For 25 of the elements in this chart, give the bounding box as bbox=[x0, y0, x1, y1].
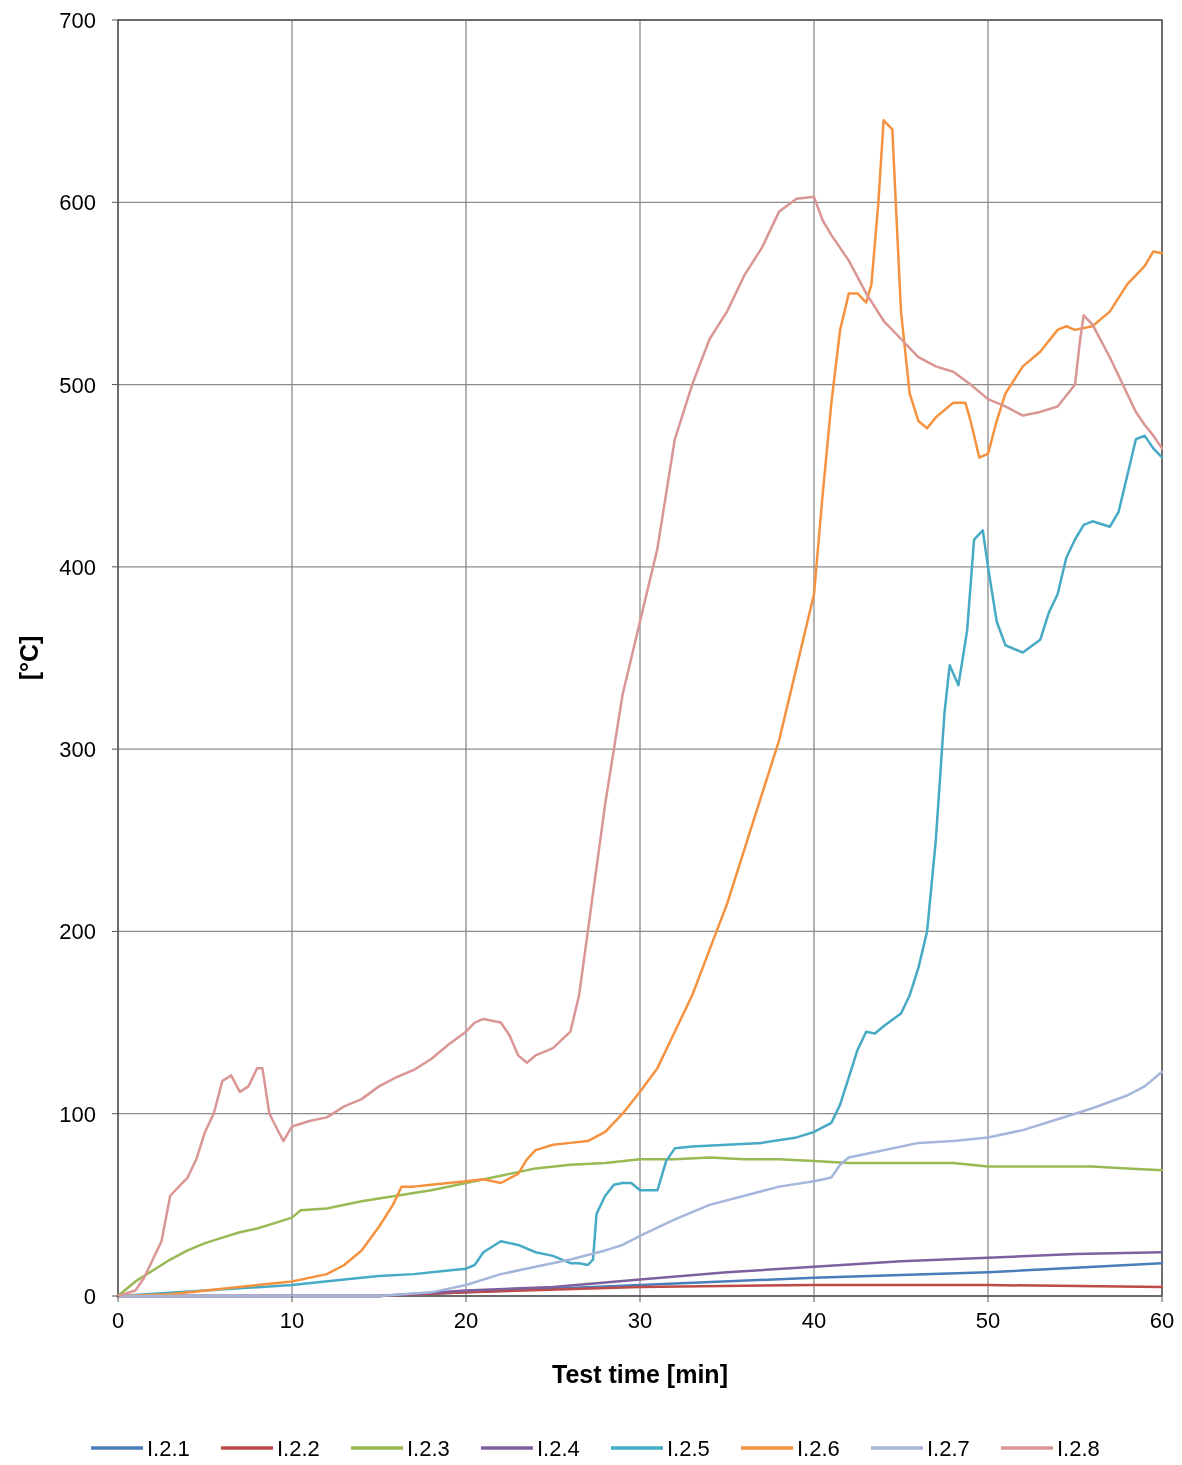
x-tick-label: 30 bbox=[627, 1308, 653, 1333]
x-tick-label: 50 bbox=[975, 1308, 1001, 1333]
x-tick-label: 20 bbox=[453, 1308, 479, 1333]
y-tick-label: 600 bbox=[59, 190, 96, 216]
x-tick-label: 0 bbox=[111, 1308, 125, 1333]
y-tick-label: 700 bbox=[59, 8, 96, 33]
legend-label: I.2.8 bbox=[1057, 1436, 1100, 1461]
y-tick-label: 100 bbox=[59, 1101, 96, 1127]
legend-label: I.2.7 bbox=[927, 1436, 970, 1461]
legend-label: I.2.5 bbox=[667, 1436, 710, 1461]
y-tick-label: 500 bbox=[59, 372, 96, 398]
legend-label: I.2.1 bbox=[147, 1436, 190, 1461]
x-tick-label: 60 bbox=[1149, 1308, 1175, 1333]
y-tick-label: 200 bbox=[59, 919, 96, 945]
legend-label: I.2.6 bbox=[797, 1436, 840, 1461]
y-tick-label: 300 bbox=[59, 737, 96, 763]
legend-label: I.2.2 bbox=[277, 1436, 320, 1461]
y-axis-title: [°C] bbox=[15, 635, 43, 681]
x-tick-label: 40 bbox=[801, 1308, 827, 1333]
legend-label: I.2.3 bbox=[407, 1436, 450, 1461]
y-tick-label: 0 bbox=[83, 1284, 96, 1309]
y-tick-label: 400 bbox=[59, 554, 96, 580]
x-axis-title: Test time [min] bbox=[552, 1360, 728, 1388]
x-tick-label: 10 bbox=[279, 1308, 305, 1333]
legend-label: I.2.4 bbox=[537, 1436, 580, 1461]
